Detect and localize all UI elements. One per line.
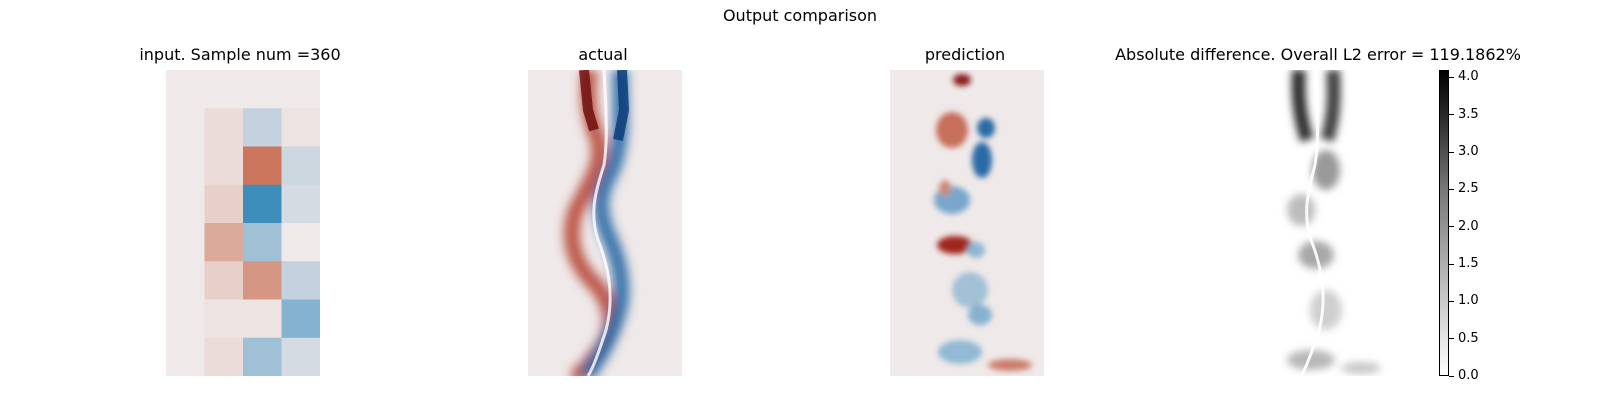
input-cell: [204, 184, 244, 224]
input-cell: [243, 108, 282, 147]
input-cell: [281, 70, 320, 109]
colorbar-tick-label: 1.0: [1458, 293, 1479, 309]
panel-title-difference: Absolute difference. Overall L2 error = …: [1115, 45, 1521, 64]
actual-heatmap-svg: [528, 70, 682, 376]
input-cell: [281, 184, 320, 224]
input-heatmap-svg: [166, 70, 320, 376]
colorbar-tick-label: 0.0: [1458, 368, 1479, 383]
colorbar-tick: [1449, 151, 1454, 153]
panel-title-input: input. Sample num =360: [139, 45, 341, 64]
input-cell: [243, 299, 282, 339]
difference-heatmap-svg: [1241, 70, 1395, 376]
input-cell: [204, 146, 244, 186]
input-cell: [166, 299, 205, 339]
input-cell: [281, 223, 320, 262]
input-cell: [243, 223, 282, 262]
colorbar-tick-label: 1.5: [1458, 256, 1479, 272]
figure-suptitle: Output comparison: [722, 6, 878, 25]
input-cell: [166, 184, 205, 224]
colorbar-tick: [1449, 188, 1454, 190]
input-cell: [204, 223, 244, 262]
prediction-heatmap: [890, 70, 1044, 376]
input-cell: [166, 70, 205, 109]
input-heatmap: [166, 70, 320, 376]
colorbar: [1439, 70, 1449, 376]
input-cell: [204, 108, 244, 147]
input-cell: [281, 337, 320, 376]
actual-heatmap: [528, 70, 682, 376]
input-cell: [281, 108, 320, 147]
panel-title-prediction: prediction: [924, 45, 1006, 64]
input-cell: [281, 299, 320, 339]
input-cell: [243, 70, 282, 109]
input-cell: [204, 261, 244, 300]
input-cell: [166, 146, 205, 186]
colorbar-tick: [1449, 375, 1454, 377]
input-cell: [204, 299, 244, 339]
colorbar-tick: [1449, 263, 1454, 265]
input-cell: [204, 337, 244, 376]
input-cell: [243, 261, 282, 300]
prediction-heatmap-svg: [890, 70, 1044, 376]
colorbar-tick: [1449, 226, 1454, 228]
input-cell: [204, 70, 244, 109]
input-cell: [166, 223, 205, 262]
panel-title-actual: actual: [578, 45, 628, 64]
colorbar-tick-label: 2.5: [1458, 181, 1479, 197]
colorbar-tick-label: 3.5: [1458, 106, 1479, 122]
colorbar-tick: [1449, 338, 1454, 340]
input-cell: [281, 146, 320, 186]
colorbar-tick-label: 2.0: [1458, 218, 1479, 234]
input-cell: [166, 337, 205, 376]
input-cell: [166, 261, 205, 300]
colorbar-tick-label: 0.5: [1458, 330, 1479, 346]
difference-heatmap: [1241, 70, 1395, 376]
colorbar-tick: [1449, 76, 1454, 78]
input-cell: [243, 184, 282, 224]
colorbar-tick-label: 4.0: [1458, 69, 1479, 85]
input-cell: [166, 108, 205, 147]
input-cell: [243, 146, 282, 186]
input-cell: [243, 337, 282, 376]
colorbar-tick: [1449, 300, 1454, 302]
colorbar-tick-label: 3.0: [1458, 144, 1479, 160]
input-cell: [281, 261, 320, 300]
colorbar-tick: [1449, 114, 1454, 116]
